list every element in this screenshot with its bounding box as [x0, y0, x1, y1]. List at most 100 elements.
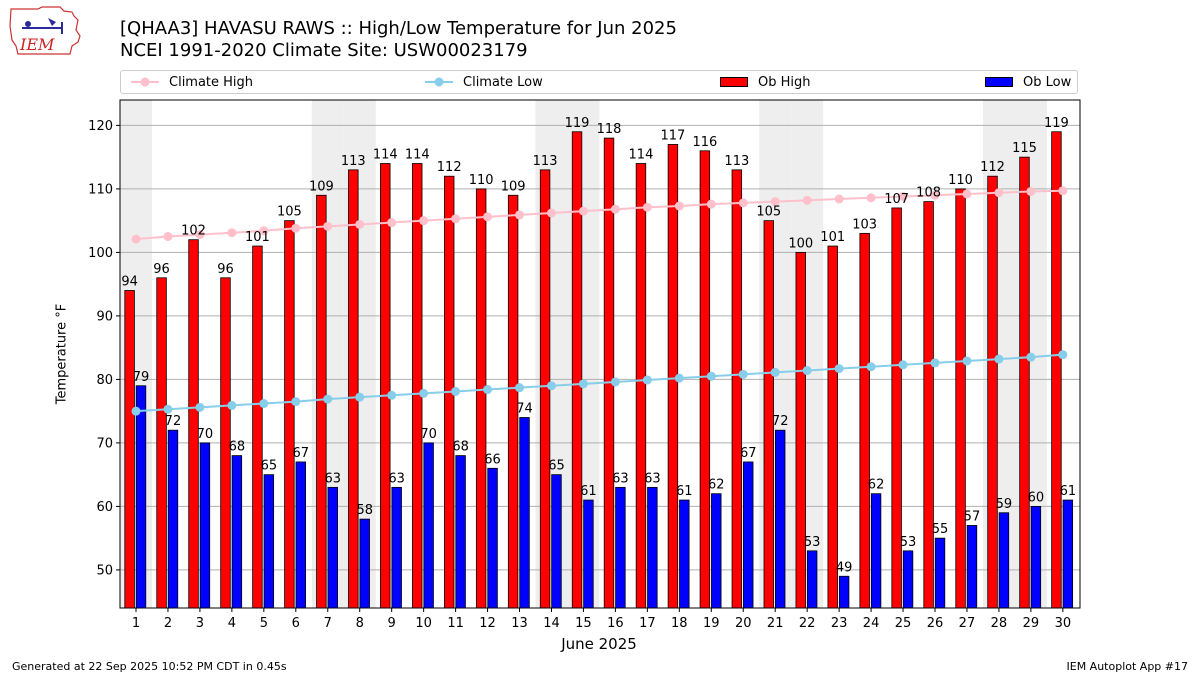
x-tick-label: 4	[228, 616, 236, 631]
ob-high-bar	[316, 194, 327, 609]
x-tick-label: 18	[671, 616, 688, 631]
climate-low-point	[642, 375, 652, 385]
ob-low-bar	[423, 442, 434, 609]
ob-low-value-label: 61	[580, 484, 597, 499]
ob-high-value-label: 94	[121, 275, 138, 290]
ob-high-value-label: 103	[852, 217, 877, 232]
x-tick-label: 1	[132, 616, 140, 631]
x-tick-label: 29	[1023, 616, 1040, 631]
chart-subtitle: NCEI 1991-2020 Climate Site: USW00023179	[120, 40, 528, 61]
weekend-band	[982, 100, 1015, 608]
ob-low-value-label: 53	[804, 535, 821, 550]
ob-low-bar	[743, 461, 754, 609]
ob-high-bar	[252, 245, 263, 609]
ob-high-bar	[539, 169, 551, 609]
ob-high-bar	[188, 239, 199, 609]
x-tick-label: 7	[324, 616, 332, 631]
ob-low-value-label: 68	[452, 440, 469, 455]
climate-high-line-swatch	[131, 77, 159, 87]
ob-low-bar	[615, 486, 626, 609]
ob-high-value-label: 119	[1044, 116, 1069, 131]
ob-high-bar	[220, 277, 231, 609]
weekend-band	[120, 100, 152, 608]
y-axis-label: Temperature °F	[54, 303, 70, 405]
x-tick-label: 24	[863, 616, 880, 631]
ob-high-value-label: 118	[597, 122, 622, 137]
climate-high-point	[738, 198, 748, 208]
ob-low-value-label: 67	[293, 446, 310, 461]
x-tick-label: 17	[639, 616, 656, 631]
x-tick-label: 14	[543, 616, 560, 631]
climate-low-point	[323, 394, 333, 404]
ob-high-value-label: 119	[565, 116, 590, 131]
legend-ob-high-label: Ob High	[758, 74, 811, 90]
climate-low-point	[930, 358, 940, 368]
ob-low-bar	[806, 550, 818, 609]
climate-high-point	[834, 194, 844, 204]
plot-frame	[119, 99, 1081, 609]
ob-high-bar	[635, 163, 647, 609]
weekend-band	[535, 100, 568, 608]
x-tick-label: 20	[735, 616, 752, 631]
ob-low-bar	[295, 461, 307, 609]
ob-low-bar	[966, 525, 978, 609]
climate-low-point	[802, 366, 812, 376]
iem-logo: IEM	[9, 6, 81, 55]
ob-high-bar	[859, 232, 870, 609]
y-tick-label: 110	[88, 182, 113, 197]
chart-title: [QHAA3] HAVASU RAWS :: High/Low Temperat…	[120, 18, 677, 39]
x-tick-label: 30	[1055, 616, 1072, 631]
climate-high-point	[994, 188, 1004, 198]
ob-high-value-label: 96	[153, 262, 170, 277]
ob-low-bar	[1062, 499, 1074, 609]
legend-climate-high: Climate High	[131, 71, 253, 93]
ob-high-value-label: 105	[756, 205, 781, 220]
climate-low-point	[355, 392, 365, 402]
climate-high-point	[706, 199, 716, 209]
x-tick-label: 28	[991, 616, 1008, 631]
ob-low-value-label: 59	[996, 497, 1013, 512]
ob-low-bar	[679, 499, 690, 609]
climate-high-point	[387, 218, 397, 228]
weekend-band	[791, 100, 824, 608]
climate-low-point	[674, 373, 684, 383]
climate-high-point	[227, 228, 237, 238]
x-tick-label: 15	[575, 616, 592, 631]
climate-high-point	[610, 204, 620, 214]
climate-low-point	[195, 402, 205, 412]
climate-high-point	[546, 208, 556, 218]
climate-low-point	[578, 379, 588, 389]
climate-low-point	[227, 400, 237, 410]
ob-high-value-label: 112	[980, 160, 1005, 175]
ob-high-bar	[827, 245, 838, 609]
ob-low-value-label: 58	[356, 503, 373, 518]
climate-low-point	[738, 369, 748, 379]
x-tick-label: 3	[196, 616, 204, 631]
ob-low-bar	[998, 512, 1010, 609]
ob-low-bar	[487, 467, 498, 609]
ob-low-bar	[1030, 505, 1042, 609]
ob-high-value-label: 114	[405, 148, 430, 163]
climate-high-line	[135, 189, 1063, 241]
ob-low-bar	[391, 486, 402, 609]
ob-low-value-label: 65	[261, 459, 278, 474]
ob-low-value-label: 72	[165, 414, 182, 429]
ob-high-bar	[156, 277, 167, 609]
climate-high-point	[962, 189, 972, 199]
ob-high-bar	[475, 188, 487, 609]
ob-high-value-label: 109	[309, 179, 334, 194]
climate-high-point	[163, 232, 173, 242]
weekend-band	[1014, 100, 1047, 608]
ob-low-bar	[902, 550, 914, 609]
ob-low-value-label: 74	[516, 402, 533, 417]
ob-low-value-label: 65	[548, 459, 565, 474]
legend-ob-high: Ob High	[720, 71, 811, 93]
ob-low-bar	[775, 429, 786, 609]
ob-high-value-label: 114	[373, 148, 398, 163]
y-tick-label: 50	[96, 563, 113, 578]
climate-high-point	[1058, 186, 1068, 196]
climate-low-point	[131, 406, 141, 416]
ob-low-value-label: 55	[932, 522, 949, 537]
ob-low-bar	[583, 499, 594, 609]
